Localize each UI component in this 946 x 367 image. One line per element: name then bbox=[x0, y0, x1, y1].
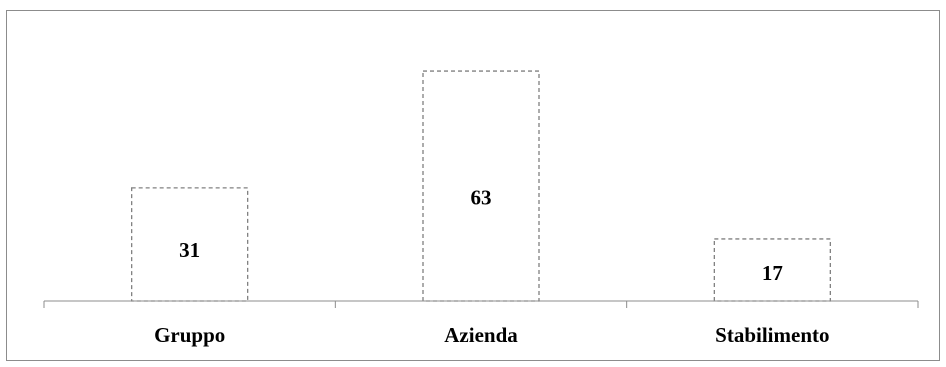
labels-layer: 31 Gruppo 63 Azienda 17 Stabilimento bbox=[154, 186, 829, 347]
bar-gruppo bbox=[131, 187, 249, 302]
category-label-stabilimento: Stabilimento bbox=[715, 323, 829, 347]
bar-azienda bbox=[422, 70, 540, 302]
category-label-azienda: Azienda bbox=[444, 323, 518, 347]
data-label-gruppo: 31 bbox=[179, 238, 200, 262]
x-axis bbox=[43, 300, 919, 308]
data-label-azienda: 63 bbox=[471, 186, 492, 210]
bars-layer bbox=[131, 70, 831, 302]
bar-stabilimento bbox=[713, 238, 831, 302]
category-label-gruppo: Gruppo bbox=[154, 323, 225, 347]
data-label-stabilimento: 17 bbox=[762, 261, 783, 285]
